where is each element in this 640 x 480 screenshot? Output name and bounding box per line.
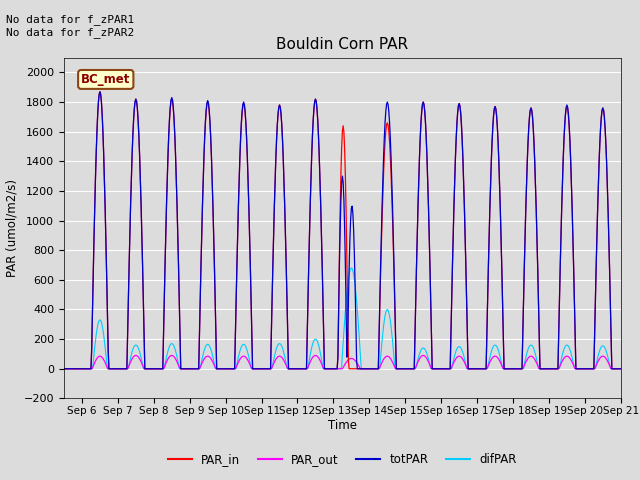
Line: totPAR: totPAR xyxy=(64,92,621,369)
PAR_out xyxy=(481,366,489,372)
difPAR xyxy=(591,365,599,371)
PAR_in xyxy=(96,89,104,95)
Text: BC_met: BC_met xyxy=(81,73,131,86)
totPAR xyxy=(182,366,190,372)
PAR_in xyxy=(591,299,599,304)
Line: difPAR: difPAR xyxy=(64,268,621,369)
PAR_in xyxy=(573,366,580,372)
totPAR xyxy=(60,366,68,372)
difPAR xyxy=(342,307,349,313)
totPAR xyxy=(96,89,104,95)
Line: PAR_in: PAR_in xyxy=(64,92,621,369)
totPAR xyxy=(230,366,237,372)
X-axis label: Time: Time xyxy=(328,419,357,432)
difPAR xyxy=(229,366,237,372)
difPAR xyxy=(481,366,489,372)
PAR_in xyxy=(481,366,489,372)
difPAR xyxy=(573,366,580,372)
PAR_in xyxy=(182,366,190,372)
PAR_in xyxy=(230,366,237,372)
totPAR xyxy=(481,366,489,372)
difPAR xyxy=(348,265,355,271)
difPAR xyxy=(617,366,625,372)
PAR_out xyxy=(617,366,625,372)
Y-axis label: PAR (umol/m2/s): PAR (umol/m2/s) xyxy=(5,179,18,277)
totPAR xyxy=(617,366,625,372)
PAR_out xyxy=(182,366,190,372)
PAR_out xyxy=(230,366,237,372)
Legend: PAR_in, PAR_out, totPAR, difPAR: PAR_in, PAR_out, totPAR, difPAR xyxy=(163,449,522,471)
PAR_out xyxy=(591,364,599,370)
PAR_in xyxy=(342,211,350,217)
PAR_out xyxy=(132,352,140,358)
Text: No data for f_zPAR1
No data for f_zPAR2: No data for f_zPAR1 No data for f_zPAR2 xyxy=(6,14,134,38)
Line: PAR_out: PAR_out xyxy=(64,355,621,369)
PAR_in xyxy=(60,366,68,372)
Title: Bouldin Corn PAR: Bouldin Corn PAR xyxy=(276,37,408,52)
PAR_in xyxy=(617,366,625,372)
totPAR xyxy=(573,366,580,372)
PAR_out xyxy=(573,366,580,372)
difPAR xyxy=(60,366,68,372)
PAR_out xyxy=(60,366,68,372)
totPAR xyxy=(591,299,599,304)
PAR_out xyxy=(342,360,350,365)
difPAR xyxy=(181,366,189,372)
totPAR xyxy=(342,307,350,312)
